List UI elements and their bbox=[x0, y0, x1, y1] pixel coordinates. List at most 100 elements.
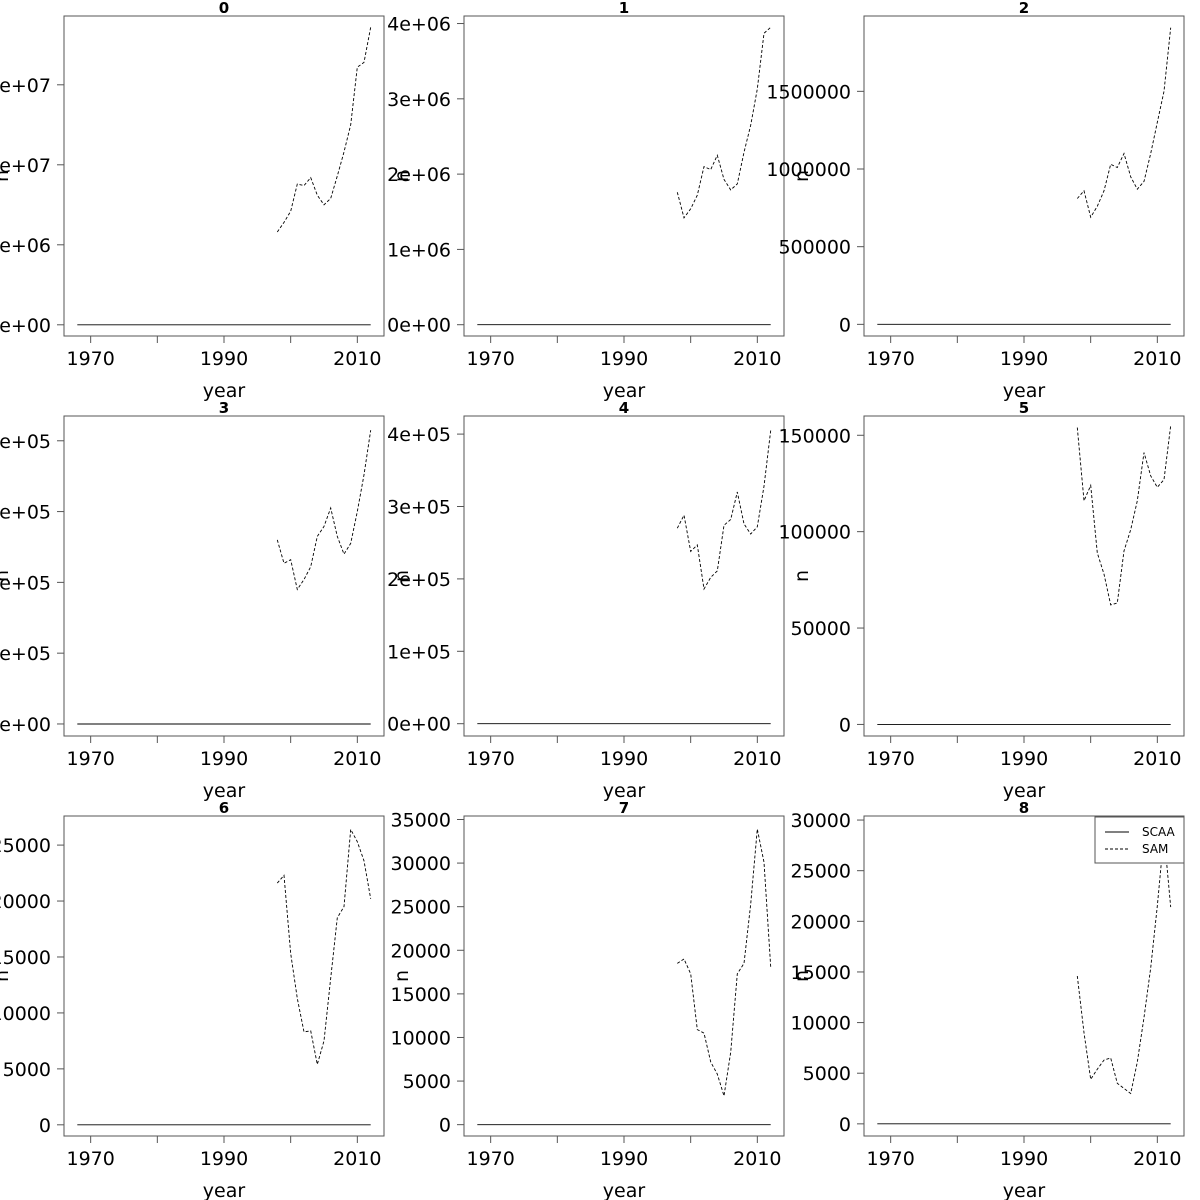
y-tick-label: 1000000 bbox=[766, 159, 851, 181]
panel-title: 7 bbox=[619, 799, 629, 817]
y-axis-label: n bbox=[391, 170, 413, 182]
y-tick-label: 150000 bbox=[778, 425, 851, 447]
x-tick-label: 2010 bbox=[333, 1148, 381, 1170]
x-tick-label: 2010 bbox=[333, 748, 381, 770]
legend: SCAA SAM bbox=[1094, 816, 1185, 864]
panel-title: 6 bbox=[219, 799, 229, 817]
panel-title: 3 bbox=[219, 399, 229, 417]
y-tick-label: 15000 bbox=[791, 962, 851, 984]
x-axis-label: year bbox=[1003, 380, 1046, 402]
y-tick-label: 5000 bbox=[803, 1063, 851, 1085]
y-tick-label: 4e+05 bbox=[0, 431, 51, 453]
x-tick-label: 1990 bbox=[1000, 748, 1048, 770]
y-tick-label: 0 bbox=[39, 1115, 51, 1137]
panel-1: 1 1970 1990 2010 year 0e+00 1e+06 2e+06 3e+06 4e+… bbox=[387, 0, 785, 402]
y-tick-label: 25000 bbox=[391, 897, 451, 919]
x-tick-label: 1970 bbox=[466, 348, 514, 370]
y-axis-label: n bbox=[0, 170, 13, 182]
panel-frame bbox=[63, 415, 385, 737]
legend-label-sam: SAM bbox=[1142, 842, 1168, 856]
series-line-sam bbox=[1076, 834, 1172, 1095]
y-tick-label: 3e+05 bbox=[387, 496, 451, 518]
panel-frame bbox=[863, 415, 1185, 737]
x-axis-label: year bbox=[603, 1180, 646, 1200]
y-tick-label: 20000 bbox=[0, 891, 51, 913]
panel-0: 0 1970 1990 2010 year 0e+00 5e+06 1e+07 1.5e+07 n bbox=[0, 0, 385, 402]
x-axis-label: year bbox=[203, 1180, 246, 1200]
x-tick-label: 1970 bbox=[866, 748, 914, 770]
y-tick-label: 25000 bbox=[791, 861, 851, 883]
x-tick-label: 1990 bbox=[600, 348, 648, 370]
x-axis-label: year bbox=[203, 780, 246, 802]
y-tick-label: 5000 bbox=[3, 1059, 51, 1081]
y-axis-label: n bbox=[0, 970, 13, 982]
y-axis-label: n bbox=[391, 970, 413, 982]
x-tick-label: 1970 bbox=[866, 348, 914, 370]
y-tick-label: 0e+00 bbox=[387, 714, 451, 736]
panel-title: 0 bbox=[219, 0, 229, 17]
y-tick-label: 30000 bbox=[391, 853, 451, 875]
panel-2: 2 1970 1990 2010 year 0 500000 1000000 1500000 n bbox=[766, 0, 1185, 402]
x-tick-label: 2010 bbox=[733, 748, 781, 770]
series-line-sam bbox=[676, 430, 772, 591]
y-tick-label: 20000 bbox=[791, 911, 851, 933]
series-line-sam bbox=[276, 827, 372, 1065]
panel-frame bbox=[863, 15, 1185, 337]
y-axis-label: n bbox=[791, 170, 813, 182]
x-tick-label: 1970 bbox=[466, 1148, 514, 1170]
y-tick-label: 0e+00 bbox=[0, 315, 51, 337]
y-tick-label: 3e+06 bbox=[387, 89, 451, 111]
y-axis-label: n bbox=[391, 570, 413, 582]
y-tick-label: 10000 bbox=[0, 1003, 51, 1025]
y-tick-label: 0 bbox=[839, 1114, 851, 1136]
y-tick-label: 5e+06 bbox=[0, 235, 51, 257]
y-tick-label: 50000 bbox=[791, 618, 851, 640]
series-line-sam bbox=[276, 430, 372, 591]
panel-title: 5 bbox=[1019, 399, 1029, 417]
y-tick-label: 15000 bbox=[0, 947, 51, 969]
y-axis-label: n bbox=[791, 570, 813, 582]
panel-title: 2 bbox=[1019, 0, 1029, 17]
y-tick-label: 20000 bbox=[391, 940, 451, 962]
panel-frame bbox=[63, 15, 385, 337]
y-tick-label: 0e+00 bbox=[387, 315, 451, 337]
series-line-sam bbox=[677, 829, 772, 1097]
y-tick-label: 5000 bbox=[403, 1071, 451, 1093]
x-tick-label: 2010 bbox=[333, 348, 381, 370]
series-line-sam bbox=[1076, 27, 1172, 219]
x-tick-label: 1990 bbox=[1000, 1148, 1048, 1170]
panel-4: 4 1970 1990 2010 year 0e+00 1e+05 2e+05 3e+05 4e+… bbox=[387, 399, 785, 802]
y-tick-label: 1.5e+07 bbox=[0, 75, 51, 97]
x-tick-label: 1990 bbox=[200, 1148, 248, 1170]
y-tick-label: 30000 bbox=[791, 810, 851, 832]
y-axis-label: n bbox=[791, 970, 813, 982]
x-tick-label: 2010 bbox=[1133, 348, 1181, 370]
panel-frame bbox=[863, 815, 1185, 1137]
series-line-sam bbox=[276, 27, 372, 233]
y-tick-label: 1500000 bbox=[766, 81, 851, 103]
panel-title: 1 bbox=[619, 0, 629, 17]
y-tick-label: 2e+05 bbox=[387, 569, 451, 591]
legend-label-scaa: SCAA bbox=[1142, 825, 1176, 839]
panel-title: 8 bbox=[1019, 799, 1029, 817]
x-tick-label: 1990 bbox=[1000, 348, 1048, 370]
panel-title: 4 bbox=[619, 399, 629, 417]
x-tick-label: 2010 bbox=[733, 1148, 781, 1170]
x-tick-label: 1990 bbox=[200, 348, 248, 370]
x-axis-label: year bbox=[603, 380, 646, 402]
panel-7: 7 1970 1990 2010 year 0 5000 10000 15000 20000 250… bbox=[391, 799, 785, 1200]
x-tick-label: 2010 bbox=[1133, 1148, 1181, 1170]
panel-frame bbox=[463, 815, 785, 1137]
series-line-sam bbox=[1076, 425, 1172, 606]
panel-5: 5 1970 1990 2010 year 0 50000 100000 150000 n bbox=[778, 399, 1185, 802]
y-tick-label: 1e+05 bbox=[0, 643, 51, 665]
x-tick-label: 1990 bbox=[200, 748, 248, 770]
x-axis-label: year bbox=[1003, 780, 1046, 802]
y-tick-label: 4e+06 bbox=[387, 14, 451, 36]
y-tick-label: 35000 bbox=[391, 809, 451, 831]
y-tick-label: 10000 bbox=[391, 1027, 451, 1049]
x-tick-label: 2010 bbox=[733, 348, 781, 370]
y-tick-label: 0 bbox=[839, 714, 851, 736]
y-tick-label: 15000 bbox=[391, 984, 451, 1006]
